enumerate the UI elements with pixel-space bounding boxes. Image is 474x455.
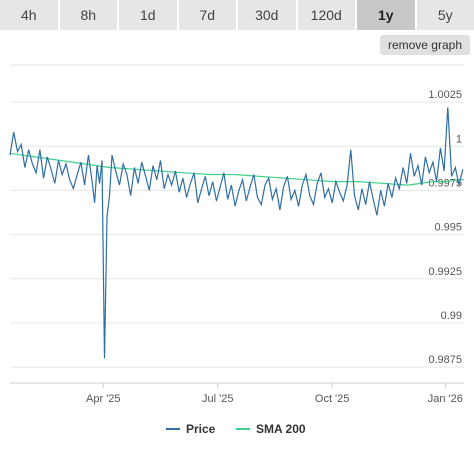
tab-4h[interactable]: 4h xyxy=(0,0,58,30)
tab-120d[interactable]: 120d xyxy=(297,0,355,30)
tab-1d[interactable]: 1d xyxy=(119,0,177,30)
x-tick-label: Oct '25 xyxy=(315,393,350,405)
y-tick-label: 0.995 xyxy=(434,222,462,234)
tab-5y[interactable]: 5y xyxy=(416,0,474,30)
y-tick-label: 1.0025 xyxy=(428,89,462,101)
x-tick-label: Jul '25 xyxy=(202,393,233,405)
timeframe-tabs: 4h 8h 1d 7d 30d 120d 1y 5y xyxy=(0,0,474,30)
legend-sma-label[interactable]: SMA 200 xyxy=(256,422,306,436)
y-tick-label: 0.9975 xyxy=(428,177,462,189)
remove-graph-button[interactable]: remove graph xyxy=(379,35,470,55)
x-tick-label: Jan '26 xyxy=(428,393,463,405)
y-tick-label: 0.99 xyxy=(441,310,462,322)
y-tick-label: 0.9925 xyxy=(428,266,462,278)
price-series-line xyxy=(9,107,464,359)
tab-7d[interactable]: 7d xyxy=(178,0,236,30)
x-tick-label: Apr '25 xyxy=(86,393,121,405)
price-chart: 1.0025 1 0.9975 0.995 0.9925 0.99 0.9875 Apr '… xyxy=(9,64,464,436)
tab-1y[interactable]: 1y xyxy=(357,0,415,30)
y-tick-label: 0.9875 xyxy=(428,354,462,366)
legend-price-label[interactable]: Price xyxy=(186,422,216,436)
tab-30d[interactable]: 30d xyxy=(238,0,296,30)
y-tick-label: 1 xyxy=(456,133,462,145)
chart-legend: Price SMA 200 xyxy=(166,422,306,436)
tab-8h[interactable]: 8h xyxy=(59,0,117,30)
